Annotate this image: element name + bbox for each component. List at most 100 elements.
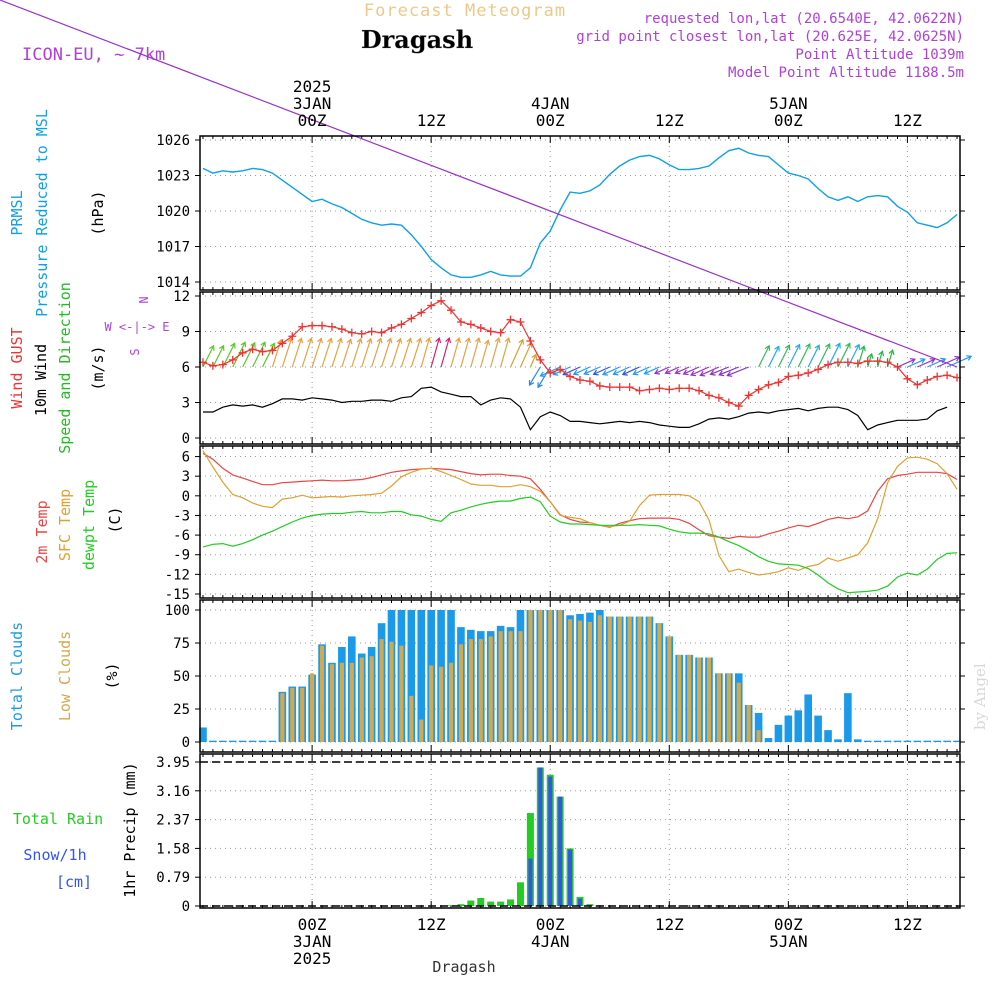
wind-arrow (847, 343, 861, 368)
wind-arrow (689, 366, 710, 377)
y-tick-label: 1026 (156, 133, 190, 149)
total-cloud-bar (417, 610, 426, 742)
low-clouds-label: Low Clouds (56, 631, 74, 721)
y-tick-label: -12 (165, 567, 190, 583)
wind-arrow-head (240, 341, 247, 348)
total-cloud-bar (238, 740, 247, 742)
y-tick-label: 1.58 (156, 841, 190, 857)
y-tick-label: 2.37 (156, 813, 190, 829)
total-cloud-bar (258, 740, 267, 742)
time-label-top: 00Z (298, 111, 327, 130)
panel-pressure: 1014 1017 1020 1023 1026 (156, 133, 965, 291)
wind-arrow (877, 350, 885, 368)
wind-arrow-shaft (837, 343, 851, 368)
y-tick-label: -9 (173, 548, 190, 564)
total-cloud-bar (913, 740, 922, 742)
total-cloud-bar (794, 710, 803, 742)
panel-frame (199, 445, 961, 599)
total-rain-label: Total Rain (13, 810, 103, 828)
gust-marker (744, 391, 753, 400)
wind-arrow-shaft (593, 366, 611, 375)
wind-arrow-shaft (0, 0, 958, 368)
panel-bg (200, 292, 960, 444)
wind-arrow-shaft (767, 346, 780, 368)
wind-arrow (807, 344, 821, 368)
gust-marker (943, 371, 952, 380)
wind-arrow-head (612, 369, 619, 376)
wind-arrow-shaft (510, 339, 524, 368)
wind-arrow-shaft (690, 366, 710, 376)
y-tick-label: 12 (173, 289, 190, 305)
wind-arrow-head (531, 353, 538, 360)
wind-arrow-head (784, 344, 791, 351)
compass-west-east: W <-|-> E (104, 320, 169, 334)
grid-point-coords: grid point closest lon,lat (20.625E, 42.… (576, 29, 964, 45)
rain-bar (497, 901, 505, 906)
low-cloud-bar (369, 656, 374, 742)
wind-arrow-shaft (727, 366, 749, 377)
wind-arrow-head (307, 337, 314, 344)
compass-south: S (128, 348, 142, 355)
gust-marker (873, 357, 882, 366)
wind-arrow-shaft (500, 337, 510, 368)
y-tick-label: -6 (173, 528, 190, 544)
low-cloud-bar (577, 620, 583, 742)
low-cloud-bar (498, 631, 503, 742)
gust-marker (913, 380, 922, 389)
wind-arrow-head (518, 338, 525, 345)
total-cloud-bar (903, 740, 912, 742)
y-tick-label: 0 (182, 735, 190, 751)
location-title: Dragash (361, 25, 473, 54)
wind-arrow-head (552, 370, 559, 376)
y-tick-label: 9 (182, 325, 190, 341)
model-altitude: Model Point Altitude 1188.5m (728, 65, 964, 81)
gust-marker (367, 327, 376, 336)
wind-arrow-head (435, 336, 442, 344)
wind-arrow-shaft (480, 340, 489, 368)
wind-arrow-shaft (281, 338, 293, 368)
wind-arrow-head (632, 369, 639, 376)
gust-marker (308, 321, 317, 330)
wind-arrow-shaft (341, 339, 352, 368)
gust-marker (437, 296, 446, 305)
time-label-bottom: 12Z (893, 915, 922, 934)
gust-marker (486, 327, 495, 336)
gust-marker (387, 323, 396, 332)
wind-arrow-shaft (897, 358, 916, 368)
low-cloud-bar (617, 616, 622, 742)
snow-bar (578, 898, 582, 906)
wind-arrow-shaft (528, 366, 541, 386)
wind-arrow-shaft (390, 338, 402, 368)
total-cloud-bar (774, 724, 783, 742)
wind-arrow-head (287, 337, 294, 344)
y-tick-label: 75 (173, 636, 190, 652)
wind-arrow (827, 342, 841, 368)
wind-arrow (301, 337, 314, 368)
gust-marker (615, 383, 624, 392)
wind-arrow-head (718, 370, 725, 377)
gust-marker (685, 384, 694, 393)
low-cloud-bar (310, 673, 315, 742)
wind-arrow-shaft (351, 338, 362, 368)
wind-arrow (709, 366, 730, 376)
wind-arrow-head (966, 355, 973, 361)
wind-speed-line (203, 386, 948, 431)
wind-arrow-shaft (331, 338, 342, 368)
gust-marker (566, 372, 575, 381)
wind-arrow (410, 337, 423, 368)
wind-arrow (682, 366, 700, 376)
y-tick-label: 1017 (156, 240, 190, 256)
wind-arrow-head (664, 368, 671, 375)
wind-arrow-shaft (584, 366, 601, 375)
wind-arrow-head (494, 336, 501, 344)
total-cloud-bar (923, 740, 932, 742)
low-cloud-bar (329, 664, 335, 742)
low-cloud-bar (538, 610, 543, 742)
gust-marker (675, 384, 684, 393)
gust-marker (447, 306, 456, 315)
time-label-top: 12Z (655, 111, 684, 130)
total-cloud-bar (228, 740, 237, 742)
wind-arrow-head (260, 341, 266, 348)
wind-arrow (767, 345, 780, 368)
wind-arrow-shaft (886, 349, 894, 368)
